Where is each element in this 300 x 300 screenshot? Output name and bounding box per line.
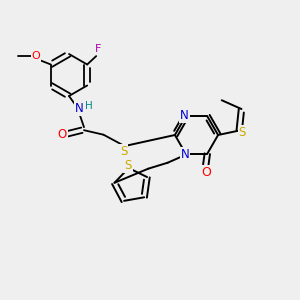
Text: S: S xyxy=(238,125,246,139)
Text: N: N xyxy=(180,109,189,122)
Text: F: F xyxy=(94,44,101,55)
Text: S: S xyxy=(124,159,132,172)
Text: O: O xyxy=(201,167,211,179)
Text: N: N xyxy=(181,148,190,161)
Text: S: S xyxy=(120,145,127,158)
Text: H: H xyxy=(85,101,93,111)
Text: N: N xyxy=(75,102,84,115)
Text: O: O xyxy=(58,128,67,141)
Text: O: O xyxy=(32,51,40,61)
